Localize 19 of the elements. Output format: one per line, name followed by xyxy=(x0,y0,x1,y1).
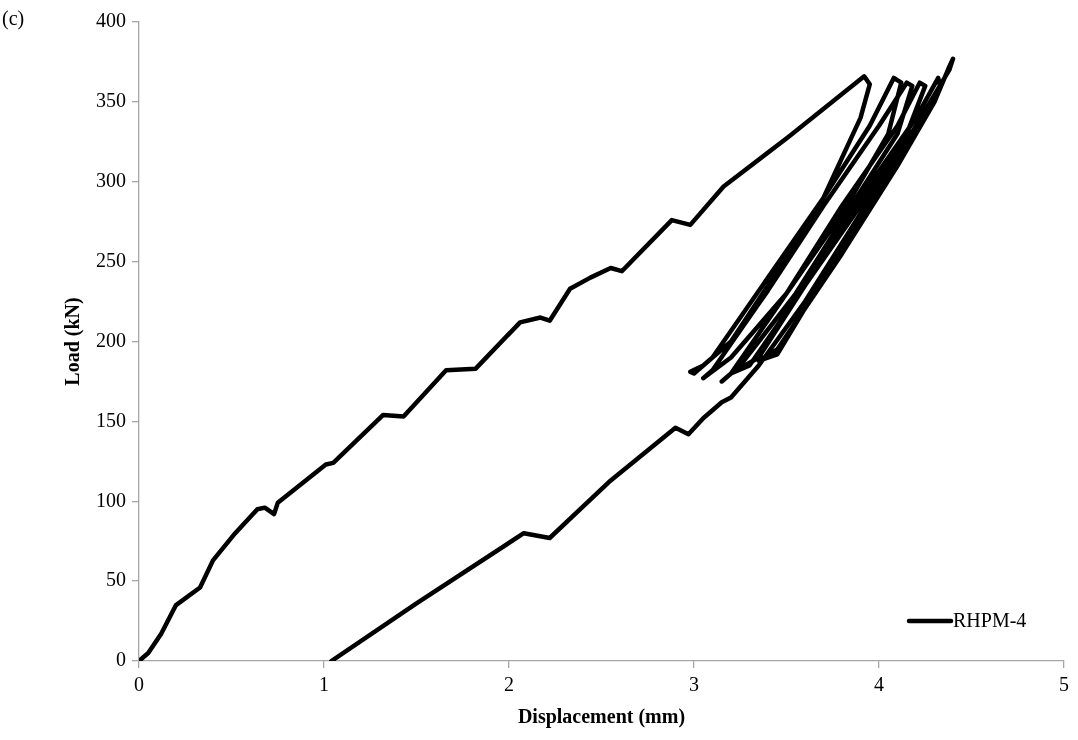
y-tick-label: 50 xyxy=(106,568,126,591)
y-tick-label: 150 xyxy=(96,408,126,431)
y-tick-label: 400 xyxy=(96,9,126,32)
text: (c) xyxy=(2,7,25,31)
y-axis-title: Load (kN) xyxy=(61,297,85,386)
y-tick-label: 100 xyxy=(96,488,126,511)
y-tick-label: 350 xyxy=(96,89,126,112)
y-tick-label: 300 xyxy=(96,169,126,191)
x-tick-label: 3 xyxy=(689,673,699,696)
x-tick-label: 1 xyxy=(319,673,329,696)
x-tick-label: 5 xyxy=(1059,673,1069,696)
y-tick-label: 200 xyxy=(96,328,126,351)
x-tick-label: 0 xyxy=(134,673,144,696)
y-tick-label: 250 xyxy=(96,248,126,271)
x-tick-label: 2 xyxy=(504,673,514,696)
legend-label: RHPM-4 xyxy=(953,609,1027,632)
x-tick-label: 4 xyxy=(874,673,884,696)
x-axis-title: Displacement (mm) xyxy=(517,705,686,729)
y-tick-label: 0 xyxy=(116,648,126,671)
